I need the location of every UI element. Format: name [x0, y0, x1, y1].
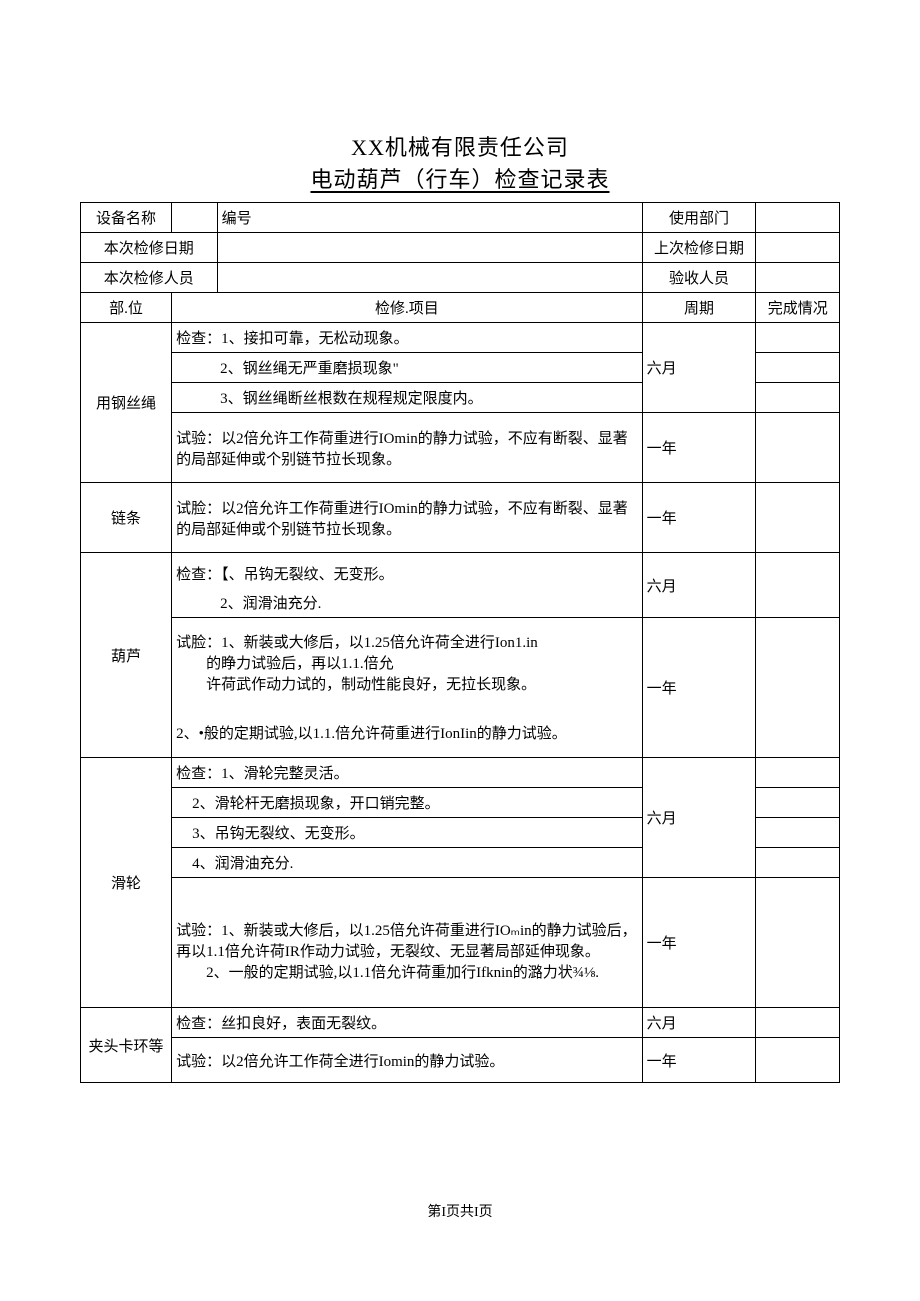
part-clamp: 夹头卡环等	[81, 1008, 172, 1083]
done-cell	[756, 848, 840, 878]
part-chain: 链条	[81, 483, 172, 553]
table-row: 试验：以2倍允许工作荷全进行Iomin的静力试验。 一年	[81, 1038, 840, 1083]
cycle-cell: 六月	[642, 1008, 756, 1038]
accept-person-value	[756, 263, 840, 293]
dept-label: 使用部门	[642, 203, 756, 233]
done-cell	[756, 618, 840, 758]
done-cell	[756, 323, 840, 353]
cycle-cell: 一年	[642, 483, 756, 553]
cycle-cell: 六月	[642, 323, 756, 413]
part-hoist: 葫芦	[81, 553, 172, 758]
cycle-cell: 六月	[642, 758, 756, 878]
item-cell: 试脸：1、新装或大修后，以1.25倍允许荷全进行Ion1.in 的睁力试验后，再…	[172, 618, 643, 708]
item-cell: 试脸：以2倍允许工作荷重进行IOmin的静力试验，不应有断裂、显著的局部延伸或个…	[172, 483, 643, 553]
col-done: 完成情况	[756, 293, 840, 323]
form-title: 电动葫芦（行车）检查记录表	[80, 162, 840, 194]
equip-name-value	[172, 203, 218, 233]
table-row: 试验：以2倍允许工作荷重进行IOmin的静力试验，不应有断裂、显著的局部延伸或个…	[81, 413, 840, 483]
item-cell: 3、钢丝绳断丝根数在规程规定限度内。	[172, 383, 643, 413]
table-row: 用钢丝绳 检查：1、接扣可靠，无松动现象。 六月	[81, 323, 840, 353]
this-date-value	[217, 233, 642, 263]
item-cell: 检查：1、接扣可靠，无松动现象。	[172, 323, 643, 353]
inspection-table: 设备名称 编号 使用部门 本次检修日期 上次检修日期 本次检修人员 验收人员 部…	[80, 202, 840, 1083]
item-cell: 2、钢丝绳无严重磨损现象"	[172, 353, 643, 383]
item-cell: 试验：以2倍允许工作荷全进行Iomin的静力试验。	[172, 1038, 643, 1083]
item-cell: 2、润滑油充分.	[172, 588, 643, 618]
col-cycle: 周期	[642, 293, 756, 323]
done-cell	[756, 383, 840, 413]
dept-value	[756, 203, 840, 233]
table-row: 链条 试脸：以2倍允许工作荷重进行IOmin的静力试验，不应有断裂、显著的局部延…	[81, 483, 840, 553]
table-row: 本次检修日期 上次检修日期	[81, 233, 840, 263]
done-cell	[756, 1008, 840, 1038]
item-cell: 2、•般的定期试验,以1.1.倍允许荷重进行IonIin的静力试验。	[172, 708, 643, 758]
cycle-cell: 一年	[642, 1038, 756, 1083]
item-cell: 试验：以2倍允许工作荷重进行IOmin的静力试验，不应有断裂、显著的局部延伸或个…	[172, 413, 643, 483]
done-cell	[756, 353, 840, 383]
done-cell	[756, 483, 840, 553]
item-cell: 2、滑轮杆无磨损现象，开口销完整。	[172, 788, 643, 818]
part-pulley: 滑轮	[81, 758, 172, 1008]
table-row: 部.位 检修.项目 周期 完成情况	[81, 293, 840, 323]
this-date-label: 本次检修日期	[81, 233, 218, 263]
table-row: 夹头卡环等 检查：丝扣良好，表面无裂纹。 六月	[81, 1008, 840, 1038]
col-part: 部.位	[81, 293, 172, 323]
table-row: 葫芦 检查：【、吊钩无裂纹、无变形。 六月	[81, 553, 840, 589]
table-row: 设备名称 编号 使用部门	[81, 203, 840, 233]
done-cell	[756, 878, 840, 1008]
done-cell	[756, 413, 840, 483]
table-row: 试验：1、新装或大修后，以1.25倍允许荷重进行IOₘin的静力试验后，再以1.…	[81, 878, 840, 1008]
no-label: 编号	[217, 203, 642, 233]
item-cell: 试验：1、新装或大修后，以1.25倍允许荷重进行IOₘin的静力试验后，再以1.…	[172, 878, 643, 1008]
col-item: 检修.项目	[172, 293, 643, 323]
done-cell	[756, 553, 840, 618]
item-cell: 3、吊钩无裂纹、无变形。	[172, 818, 643, 848]
page-footer: 第I页共I页	[0, 1201, 920, 1221]
done-cell	[756, 818, 840, 848]
this-person-value	[217, 263, 642, 293]
table-row: 试脸：1、新装或大修后，以1.25倍允许荷全进行Ion1.in 的睁力试验后，再…	[81, 618, 840, 708]
done-cell	[756, 788, 840, 818]
last-date-label: 上次检修日期	[642, 233, 756, 263]
last-date-value	[756, 233, 840, 263]
company-title: XX机械有限责任公司	[80, 130, 840, 162]
equip-name-label: 设备名称	[81, 203, 172, 233]
part-wire-rope: 用钢丝绳	[81, 323, 172, 483]
cycle-cell: 一年	[642, 878, 756, 1008]
done-cell	[756, 1038, 840, 1083]
table-row: 本次检修人员 验收人员	[81, 263, 840, 293]
cycle-cell: 一年	[642, 413, 756, 483]
item-cell: 检查：【、吊钩无裂纹、无变形。	[172, 553, 643, 589]
table-row: 滑轮 检查：1、滑轮完整灵活。 六月	[81, 758, 840, 788]
done-cell	[756, 758, 840, 788]
item-cell: 4、润滑油充分.	[172, 848, 643, 878]
item-cell: 检查：1、滑轮完整灵活。	[172, 758, 643, 788]
accept-person-label: 验收人员	[642, 263, 756, 293]
this-person-label: 本次检修人员	[81, 263, 218, 293]
cycle-cell: 六月	[642, 553, 756, 618]
cycle-cell: 一年	[642, 618, 756, 758]
item-cell: 检查：丝扣良好，表面无裂纹。	[172, 1008, 643, 1038]
